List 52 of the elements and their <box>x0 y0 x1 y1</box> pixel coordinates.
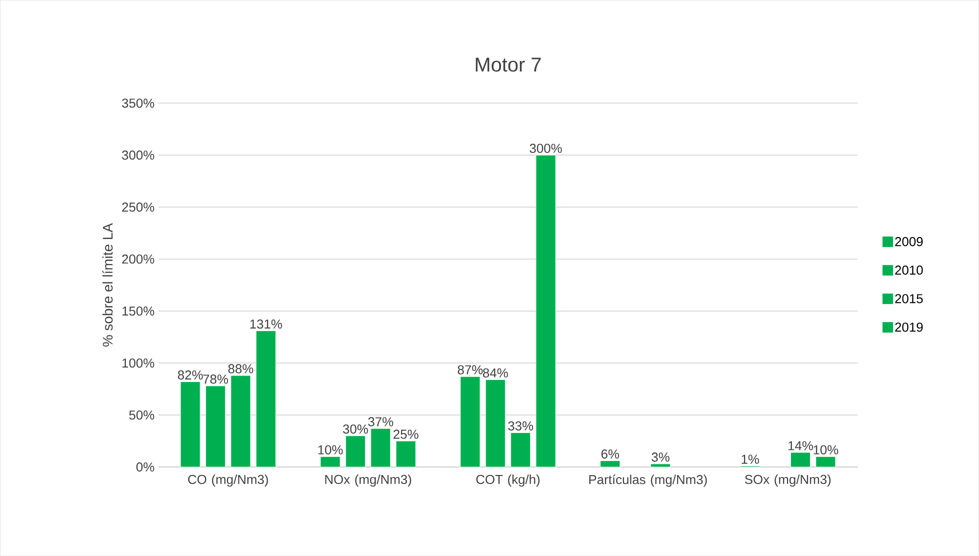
data-label: 25% <box>394 430 418 439</box>
data-label: 82% <box>178 370 203 380</box>
bar <box>370 428 391 468</box>
chart-title: Motor 7 <box>476 58 541 72</box>
x-tick-label: COT (kg/h) <box>476 474 540 487</box>
bar <box>600 460 620 468</box>
bar <box>396 440 416 468</box>
data-label: 37% <box>368 417 394 426</box>
y-tick-label: 0% <box>136 462 154 472</box>
data-label: 10% <box>814 445 838 454</box>
data-label: 3% <box>652 452 670 462</box>
y-tick-label: 50% <box>129 410 154 420</box>
bar <box>816 456 836 468</box>
legend-label: 2015 <box>895 294 923 304</box>
x-tick-label: Partículas (mg/Nm3) <box>589 474 707 487</box>
bar <box>510 432 531 468</box>
data-label: 131% <box>250 319 282 329</box>
bar <box>320 456 340 468</box>
bar <box>205 386 226 468</box>
y-tick-label: 150% <box>122 306 154 316</box>
y-axis-title: % sobre el límite LA <box>102 223 113 346</box>
data-label: 10% <box>318 445 343 454</box>
data-label: 88% <box>228 364 254 374</box>
bar <box>790 452 811 468</box>
y-tick-label: 200% <box>122 254 154 264</box>
y-tick-label: 100% <box>122 358 154 368</box>
bar <box>650 464 671 468</box>
x-tick-label: CO (mg/Nm3) <box>188 474 268 487</box>
data-label: 30% <box>343 424 368 434</box>
y-tick-label: 350% <box>122 98 154 108</box>
legend-label: 2009 <box>895 236 923 246</box>
data-label: 6% <box>601 449 620 458</box>
bar <box>180 381 200 468</box>
data-label: 300% <box>530 144 562 153</box>
data-label: 1% <box>742 454 759 464</box>
legend-label: 2010 <box>895 265 923 275</box>
x-tick-label: SOx (mg/Nm3) <box>744 474 831 487</box>
bar <box>536 154 556 468</box>
bar <box>345 435 366 468</box>
bar <box>256 330 276 468</box>
data-label: 87% <box>458 365 483 374</box>
legend-label: 2019 <box>895 322 923 332</box>
bar <box>230 375 251 468</box>
data-label: 33% <box>508 421 534 430</box>
y-tick-label: 250% <box>122 202 154 212</box>
data-label: 78% <box>203 374 228 384</box>
x-tick-label: NOx (mg/Nm3) <box>325 474 412 487</box>
bar <box>485 379 506 468</box>
data-label: 84% <box>483 368 508 378</box>
data-label: 14% <box>788 441 813 450</box>
bar <box>460 376 480 468</box>
y-tick-label: 300% <box>122 150 154 160</box>
